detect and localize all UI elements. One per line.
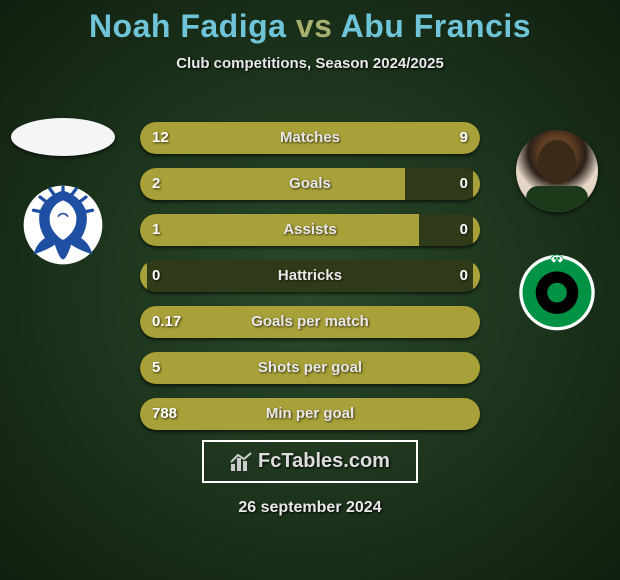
stat-value-right: 9 xyxy=(460,122,468,154)
stat-label: Matches xyxy=(140,122,480,154)
player2-name: Abu Francis xyxy=(341,8,531,44)
stat-row: 12Matches9 xyxy=(140,122,480,154)
stat-row: 1Assists0 xyxy=(140,214,480,246)
stat-value-right: 0 xyxy=(460,260,468,292)
stat-label: Hattricks xyxy=(140,260,480,292)
stat-row: 0Hattricks0 xyxy=(140,260,480,292)
left-column xyxy=(8,118,118,266)
stats-panel: 12Matches92Goals01Assists00Hattricks00.1… xyxy=(140,122,480,430)
stat-label: Goals xyxy=(140,168,480,200)
stat-row: 2Goals0 xyxy=(140,168,480,200)
brand-box: FcTables.com xyxy=(202,440,418,483)
footer: FcTables.com 26 september 2024 xyxy=(0,440,620,517)
bars-icon xyxy=(230,452,252,472)
cercle-brugge-icon xyxy=(516,250,598,332)
right-column xyxy=(502,130,612,332)
stat-value-right: 0 xyxy=(460,214,468,246)
subtitle: Club competitions, Season 2024/2025 xyxy=(0,55,620,72)
stat-label: Assists xyxy=(140,214,480,246)
vs-separator: vs xyxy=(296,8,333,44)
stat-label: Shots per goal xyxy=(140,352,480,384)
player1-name: Noah Fadiga xyxy=(89,8,287,44)
team-logo-gent xyxy=(22,184,104,266)
stat-label: Goals per match xyxy=(140,306,480,338)
page-title: Noah Fadiga vs Abu Francis xyxy=(0,8,620,45)
header: Noah Fadiga vs Abu Francis Club competit… xyxy=(0,0,620,72)
date-text: 26 september 2024 xyxy=(238,499,381,517)
stat-label: Min per goal xyxy=(140,398,480,430)
gent-indian-head-icon xyxy=(22,184,104,266)
player2-avatar xyxy=(516,130,598,212)
stat-row: 788Min per goal xyxy=(140,398,480,430)
stat-row: 5Shots per goal xyxy=(140,352,480,384)
stat-value-right: 0 xyxy=(460,168,468,200)
player1-avatar-placeholder xyxy=(11,118,115,156)
team-logo-cercle xyxy=(516,250,598,332)
stat-row: 0.17Goals per match xyxy=(140,306,480,338)
brand-text: FcTables.com xyxy=(258,450,390,473)
